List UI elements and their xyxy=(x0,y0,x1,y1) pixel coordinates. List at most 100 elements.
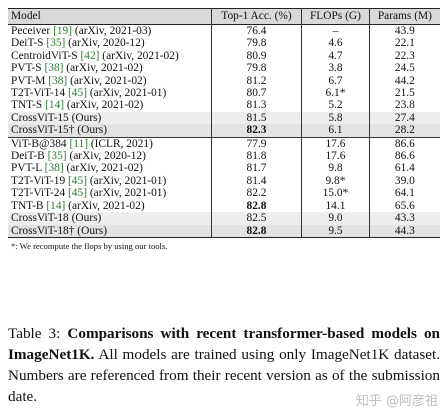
model-name: ViT-B@384 xyxy=(11,137,70,150)
model-citation-link[interactable]: [42] xyxy=(80,49,100,62)
table-row: CrossViT-18 (Ours) 82.5 9.0 43.3 xyxy=(8,212,440,225)
model-citation-link[interactable]: [45] xyxy=(68,87,87,100)
cell-model: PVT-L [38] (arXiv, 2021-02) xyxy=(8,162,211,174)
model-name: CrossViT-15† (Ours) xyxy=(11,124,108,137)
model-citation-link[interactable]: [19] xyxy=(53,25,73,37)
cell-acc: 80.7 xyxy=(210,87,302,100)
model-name: DeiT-B xyxy=(11,150,48,163)
model-source: (arXiv, 2021-02) xyxy=(99,49,179,62)
cell-model: T2T-ViT-19 [45] (arXiv, 2021-01) xyxy=(8,175,211,187)
cell-params: 27.4 xyxy=(368,111,440,125)
model-name: PVT-S xyxy=(11,62,45,75)
model-name: PVT-M xyxy=(11,74,49,87)
cell-model: TNT-S [14] (arXiv, 2021-02) xyxy=(8,99,211,111)
table-caption: Table 3: Comparisons with recent transfo… xyxy=(8,323,440,407)
cell-acc: 81.4 xyxy=(210,174,302,188)
model-source: (ICLR, 2021) xyxy=(88,137,153,150)
table-row: DeiT-B [35] (arXiv, 2020-12) 81.8 17.6 86.6 xyxy=(8,150,440,163)
model-source: (arXiv, 2021-03) xyxy=(72,25,152,37)
cell-flops: 9.8 xyxy=(301,162,370,175)
model-citation-link[interactable]: [38] xyxy=(44,62,64,75)
cell-model: CrossViT-18 (Ours) xyxy=(8,212,212,225)
model-citation-link[interactable]: [45] xyxy=(68,187,87,200)
table-row: TNT-B [14] (arXiv, 2021-02) 82.8 14.1 65.6 xyxy=(8,199,440,213)
table-row: T2T-ViT-24 [45] (arXiv, 2021-01) 82.2 15.0… xyxy=(8,187,440,200)
cell-params: 44.2 xyxy=(368,74,440,88)
cell-model: DeiT-S [35] (arXiv, 2020-12) xyxy=(8,37,211,49)
model-source: (arXiv, 2021-02) xyxy=(67,74,147,87)
model-citation-link[interactable]: [14] xyxy=(46,199,66,212)
cell-params: 43.3 xyxy=(368,212,440,225)
cell-acc: 82.5 xyxy=(210,212,302,225)
cell-flops: 17.6 xyxy=(301,150,370,163)
cell-model: T2T-ViT-14 [45] (arXiv, 2021-01) xyxy=(8,87,211,99)
table-row: DeiT-S [35] (arXiv, 2020-12) 79.8 4.6 22.1 xyxy=(8,37,440,50)
header-flops: FLOPs (G) xyxy=(301,8,370,25)
cell-params: 65.6 xyxy=(368,199,440,213)
cell-params: 22.3 xyxy=(368,49,440,63)
table-row: ViT-B@384 [11] (ICLR, 2021) 77.9 17.6 86.6 xyxy=(8,136,440,151)
table-row: CrossViT-15 (Ours) 81.5 5.8 27.4 xyxy=(8,111,440,125)
model-name: T2T-ViT-19 xyxy=(11,174,69,187)
cell-model: CrossViT-15† (Ours) xyxy=(8,124,212,138)
cell-acc: 82.8 xyxy=(210,199,302,213)
cell-model: DeiT-B [35] (arXiv, 2020-12) xyxy=(8,150,211,162)
cell-params: 23.8 xyxy=(368,99,440,112)
cell-model: CentroidViT-S [42] (arXiv, 2021-02) xyxy=(8,50,211,62)
cell-params: 61.4 xyxy=(368,162,440,175)
model-source: (arXiv, 2020-12) xyxy=(65,37,145,50)
model-citation-link[interactable]: [45] xyxy=(68,174,87,187)
model-source: (arXiv, 2021-02) xyxy=(64,99,144,112)
cell-params: 64.1 xyxy=(368,187,440,200)
model-citation-link[interactable]: [38] xyxy=(48,74,68,87)
cell-flops: 15.0* xyxy=(301,187,370,200)
cell-model: CrossViT-18† (Ours) xyxy=(8,224,212,238)
model-name: CrossViT-15 (Ours) xyxy=(11,111,102,124)
cell-flops: 3.8 xyxy=(301,62,370,75)
table-row: CentroidViT-S [42] (arXiv, 2021-02) 80.9 4… xyxy=(8,49,440,63)
cell-acc: 81.3 xyxy=(210,99,302,112)
cell-params: 24.5 xyxy=(368,62,440,75)
cell-acc: 79.8 xyxy=(210,62,302,75)
cell-flops: 4.7 xyxy=(301,49,370,63)
caption-bold-title: Comparisons with recent transformer-base… xyxy=(8,325,440,363)
cell-params: 21.5 xyxy=(368,87,440,100)
model-name: CrossViT-18 (Ours) xyxy=(11,212,102,225)
cell-acc: 81.7 xyxy=(210,162,302,175)
model-citation-link[interactable]: [35] xyxy=(47,150,67,163)
cell-acc: 77.9 xyxy=(210,136,302,151)
table-row: T2T-ViT-14 [45] (arXiv, 2021-01) 80.7 6.1*… xyxy=(8,87,440,100)
cell-acc: 82.8 xyxy=(210,224,302,238)
model-name: CentroidViT-S xyxy=(11,49,81,62)
model-name: Peceiver xyxy=(11,25,54,37)
table-row: PVT-L [38] (arXiv, 2021-02) 81.7 9.8 61.4 xyxy=(8,162,440,175)
cell-model: ViT-B@384 [11] (ICLR, 2021) xyxy=(8,136,212,151)
model-citation-link[interactable]: [35] xyxy=(46,37,66,50)
cell-params: 28.2 xyxy=(368,124,440,138)
cell-params: 86.6 xyxy=(368,136,440,151)
header-model: Model xyxy=(8,8,212,25)
header-params: Params (M) xyxy=(368,8,440,25)
model-citation-link[interactable]: [11] xyxy=(69,137,88,150)
model-source: (arXiv, 2021-02) xyxy=(65,199,145,212)
cell-flops: – xyxy=(301,24,370,38)
cell-flops: 9.8* xyxy=(301,174,370,188)
model-citation-link[interactable]: [14] xyxy=(45,99,65,112)
cell-params: 22.1 xyxy=(368,37,440,50)
cell-acc: 82.3 xyxy=(210,124,302,138)
model-citation-link[interactable]: [38] xyxy=(44,162,64,175)
header-top1-acc: Top-1 Acc. (%) xyxy=(210,8,302,25)
watermark: 知乎 @阿彦祖 xyxy=(355,394,438,409)
model-source: (arXiv, 2021-02) xyxy=(63,62,143,75)
table-row: CrossViT-15† (Ours) 82.3 6.1 28.2 xyxy=(8,124,440,138)
table-row: TNT-S [14] (arXiv, 2021-02) 81.3 5.2 23.8 xyxy=(8,99,440,112)
table-row: T2T-ViT-19 [45] (arXiv, 2021-01) 81.4 9.8*… xyxy=(8,174,440,188)
cell-model: Peceiver [19] (arXiv, 2021-03) xyxy=(8,25,211,38)
model-name: TNT-S xyxy=(11,99,46,112)
table-row: Peceiver [19] (arXiv, 2021-03) 76.4–43.9 xyxy=(8,24,440,38)
cell-model: PVT-M [38] (arXiv, 2021-02) xyxy=(8,75,211,87)
model-name: PVT-L xyxy=(11,162,45,175)
comparison-table: Model Top-1 Acc. (%) FLOPs (G) Params (M… xyxy=(8,8,440,238)
table-row: PVT-S [38] (arXiv, 2021-02) 79.8 3.8 24.5 xyxy=(8,62,440,75)
cell-flops: 14.1 xyxy=(301,199,370,213)
